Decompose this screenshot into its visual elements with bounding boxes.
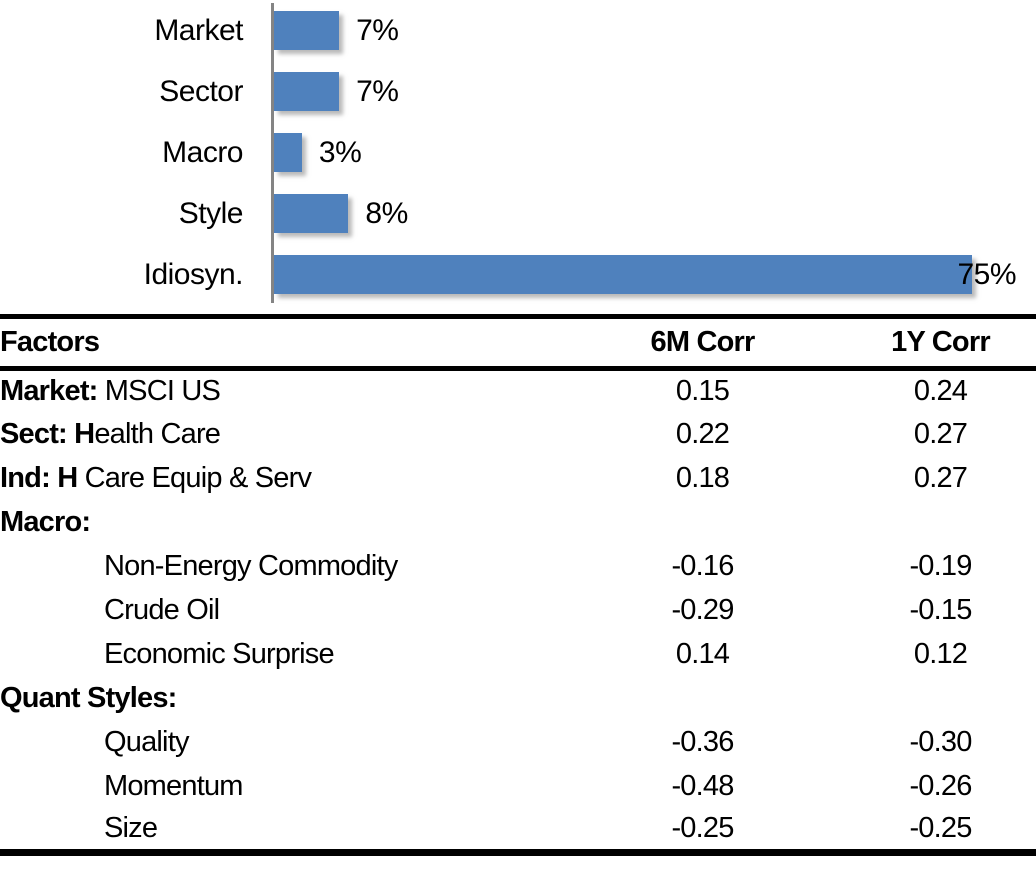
- corr-1y-cell: -0.15: [909, 594, 972, 626]
- table-row: Quant Styles:: [0, 677, 1036, 721]
- y-axis-line: [271, 3, 274, 303]
- corr-6m-cell: 0.15: [675, 375, 730, 408]
- chart-category-label: Style: [178, 196, 244, 230]
- chart-plot-area: 8%: [274, 194, 1036, 233]
- corr-1y-cell: -0.30: [909, 726, 972, 758]
- chart-plot-area: 7%: [274, 72, 1036, 111]
- factor-name: Non-Energy Commodity: [104, 550, 398, 582]
- table-row: Size -0.25 -0.25: [0, 809, 1036, 853]
- corr-1y-cell: -0.19: [909, 550, 972, 582]
- table-row: Quality -0.36 -0.30: [0, 721, 1036, 765]
- factor-bold-prefix: Quant Styles:: [0, 682, 177, 714]
- factor-name: Quality: [104, 726, 189, 758]
- corr-6m-cell: -0.29: [671, 594, 734, 626]
- table-row: Momentum -0.48 -0.26: [0, 765, 1036, 809]
- chart-plot-area: 75%: [274, 255, 1036, 294]
- corr-1y-cell: [845, 501, 1036, 545]
- factor-name: Momentum: [104, 770, 243, 802]
- corr-1y-cell: 0.24: [913, 375, 968, 408]
- corr-6m-cell: -0.25: [671, 812, 734, 845]
- corr-1y-cell: 0.12: [913, 638, 968, 670]
- factor-cell: Quality: [0, 721, 560, 765]
- corr-1y-cell: -0.25: [909, 812, 972, 845]
- table-header-row: Factors 6M Corr 1Y Corr: [0, 316, 1036, 371]
- factor-cell: Crude Oil: [0, 589, 560, 633]
- corr-6m-cell: [560, 677, 845, 721]
- factor-cell: Sect: Health Care: [0, 413, 560, 457]
- factor-name: Care Equip & Serv: [77, 462, 312, 494]
- factor-name: Crude Oil: [104, 594, 220, 626]
- chart-bar: [274, 194, 349, 233]
- table-row: Crude Oil -0.29 -0.15: [0, 589, 1036, 633]
- table-row: Economic Surprise 0.14 0.12: [0, 633, 1036, 677]
- chart-bar: [274, 11, 340, 50]
- corr-6m-cell: -0.36: [671, 726, 734, 758]
- corr-1y-cell: [845, 677, 1036, 721]
- table-row: Ind: H Care Equip & Serv 0.18 0.27: [0, 457, 1036, 501]
- factor-bold-prefix: Sect: H: [0, 418, 95, 450]
- corr-1y-cell: 0.27: [913, 418, 968, 450]
- chart-row: Sector 7%: [0, 61, 1036, 122]
- chart-category-label: Idiosyn.: [143, 257, 244, 291]
- table-row: Macro:: [0, 501, 1036, 545]
- factor-bold-prefix: Market:: [0, 375, 98, 408]
- chart-bar: [274, 72, 340, 111]
- chart-category-label: Sector: [159, 74, 243, 108]
- chart-category-label: Market: [154, 13, 243, 47]
- chart-row: Market 7%: [0, 0, 1036, 61]
- corr-6m-cell: 0.18: [675, 462, 730, 494]
- col-header-1y-corr: 1Y Corr: [845, 316, 1036, 371]
- corr-6m-cell: 0.22: [675, 418, 730, 450]
- factor-name: MSCI US: [97, 375, 221, 408]
- chart-row: Macro 3%: [0, 122, 1036, 183]
- factor-bold-prefix: Ind: H: [0, 462, 78, 494]
- factor-name: Economic Surprise: [104, 638, 335, 670]
- corr-6m-cell: 0.14: [675, 638, 730, 670]
- corr-1y-cell: 0.27: [913, 462, 968, 494]
- factor-cell: Non-Energy Commodity: [0, 545, 560, 589]
- corr-1y-cell: -0.26: [909, 770, 972, 802]
- factor-name: ealth Care: [94, 418, 221, 450]
- factor-cell: Macro:: [0, 501, 560, 545]
- chart-bar: [274, 255, 972, 294]
- chart-bar-value-label: 7%: [356, 74, 399, 108]
- table-row: Sect: Health Care 0.22 0.27: [0, 413, 1036, 457]
- col-header-factors: Factors: [0, 316, 560, 371]
- corr-6m-cell: -0.48: [671, 770, 734, 802]
- chart-category-label: Macro: [162, 135, 243, 169]
- factor-name: Size: [104, 812, 158, 845]
- chart-bar-value-label: 7%: [356, 13, 399, 47]
- factor-cell: Size: [0, 809, 560, 853]
- corr-6m-cell: [560, 501, 845, 545]
- factor-cell: Economic Surprise: [0, 633, 560, 677]
- chart-row: Style 8%: [0, 183, 1036, 244]
- factor-cell: Quant Styles:: [0, 677, 560, 721]
- risk-decomposition-chart: Market 7% Sector 7% Macro 3% Style 8% Idiosyn. 75…: [0, 0, 1036, 306]
- table-row: Non-Energy Commodity -0.16 -0.19: [0, 545, 1036, 589]
- corr-6m-cell: -0.16: [671, 550, 734, 582]
- chart-bar: [274, 133, 302, 172]
- chart-rows: Market 7% Sector 7% Macro 3% Style 8% Idiosyn. 75…: [0, 0, 1036, 305]
- chart-bar-value-label: 3%: [318, 135, 362, 169]
- factor-correlation-table: Factors 6M Corr 1Y Corr Market: MSCI US 0…: [0, 314, 1036, 856]
- chart-plot-area: 3%: [274, 133, 1036, 172]
- chart-bar-value-label: 75%: [957, 257, 1017, 291]
- chart-plot-area: 7%: [274, 11, 1036, 50]
- factor-cell: Market: MSCI US: [0, 369, 560, 413]
- chart-bar-value-label: 8%: [365, 196, 408, 230]
- chart-row: Idiosyn. 75%: [0, 244, 1036, 305]
- col-header-6m-corr: 6M Corr: [560, 316, 845, 371]
- factor-cell: Ind: H Care Equip & Serv: [0, 457, 560, 501]
- table-row: Market: MSCI US 0.15 0.24: [0, 369, 1036, 413]
- factor-bold-prefix: Macro:: [0, 506, 91, 538]
- factor-cell: Momentum: [0, 765, 560, 809]
